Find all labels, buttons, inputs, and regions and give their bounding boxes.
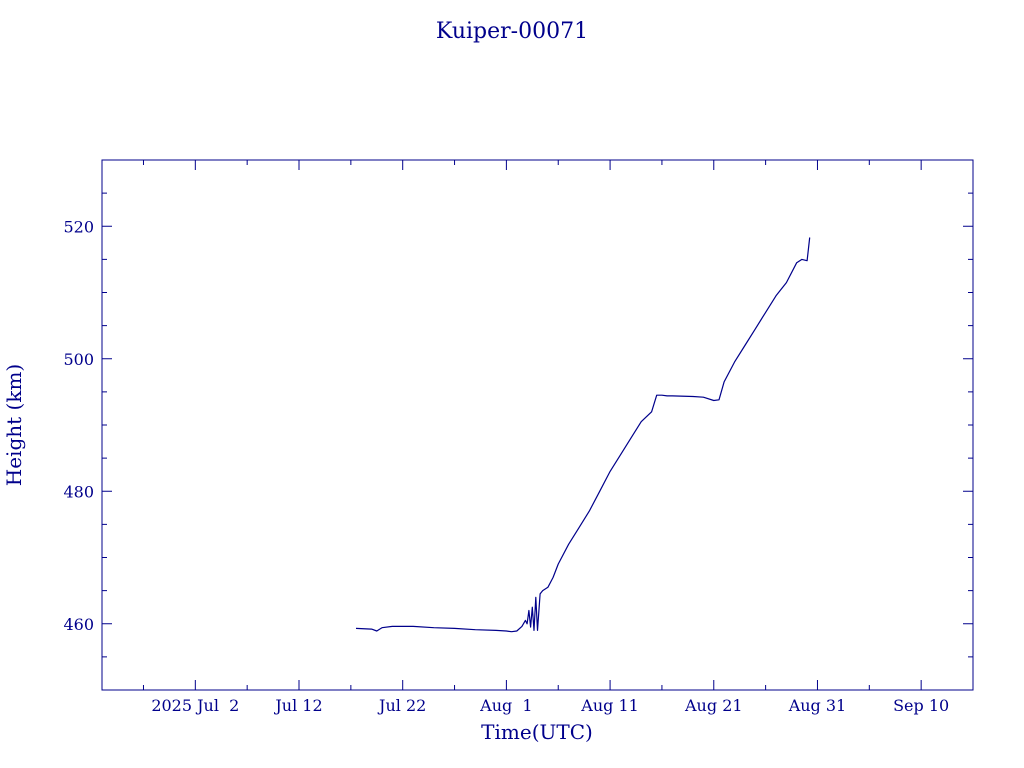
chart-title: Kuiper-00071 <box>436 19 588 44</box>
x-tick-label: Aug 21 <box>684 696 743 715</box>
x-tick-label: Jul 22 <box>377 696 426 715</box>
y-axis-tick-labels: 460 480 500 520 <box>63 217 94 634</box>
y-axis-label: Height (km) <box>2 364 26 486</box>
y-tick-label: 520 <box>63 217 94 236</box>
y-tick-label: 460 <box>63 615 94 634</box>
x-tick-label: 2025 Jul 2 <box>151 696 239 715</box>
x-axis-tick-labels: 2025 Jul 2 Jul 12 Jul 22 Aug 1 Aug 11 Aug 21 A… <box>151 696 949 715</box>
x-tick-label: Aug 1 <box>479 696 532 715</box>
plot-frame <box>101 159 974 691</box>
x-tick-label: Jul 12 <box>273 696 322 715</box>
x-tick-label: Aug 31 <box>788 696 847 715</box>
x-axis-ticks <box>142 160 974 690</box>
y-tick-label: 500 <box>63 350 94 369</box>
y-tick-label: 480 <box>63 482 94 501</box>
y-axis-ticks <box>102 159 973 691</box>
series-line <box>355 237 811 633</box>
x-tick-label: Sep 10 <box>893 696 949 715</box>
x-tick-label: Aug 11 <box>580 696 639 715</box>
x-axis-label: Time(UTC) <box>481 720 593 744</box>
